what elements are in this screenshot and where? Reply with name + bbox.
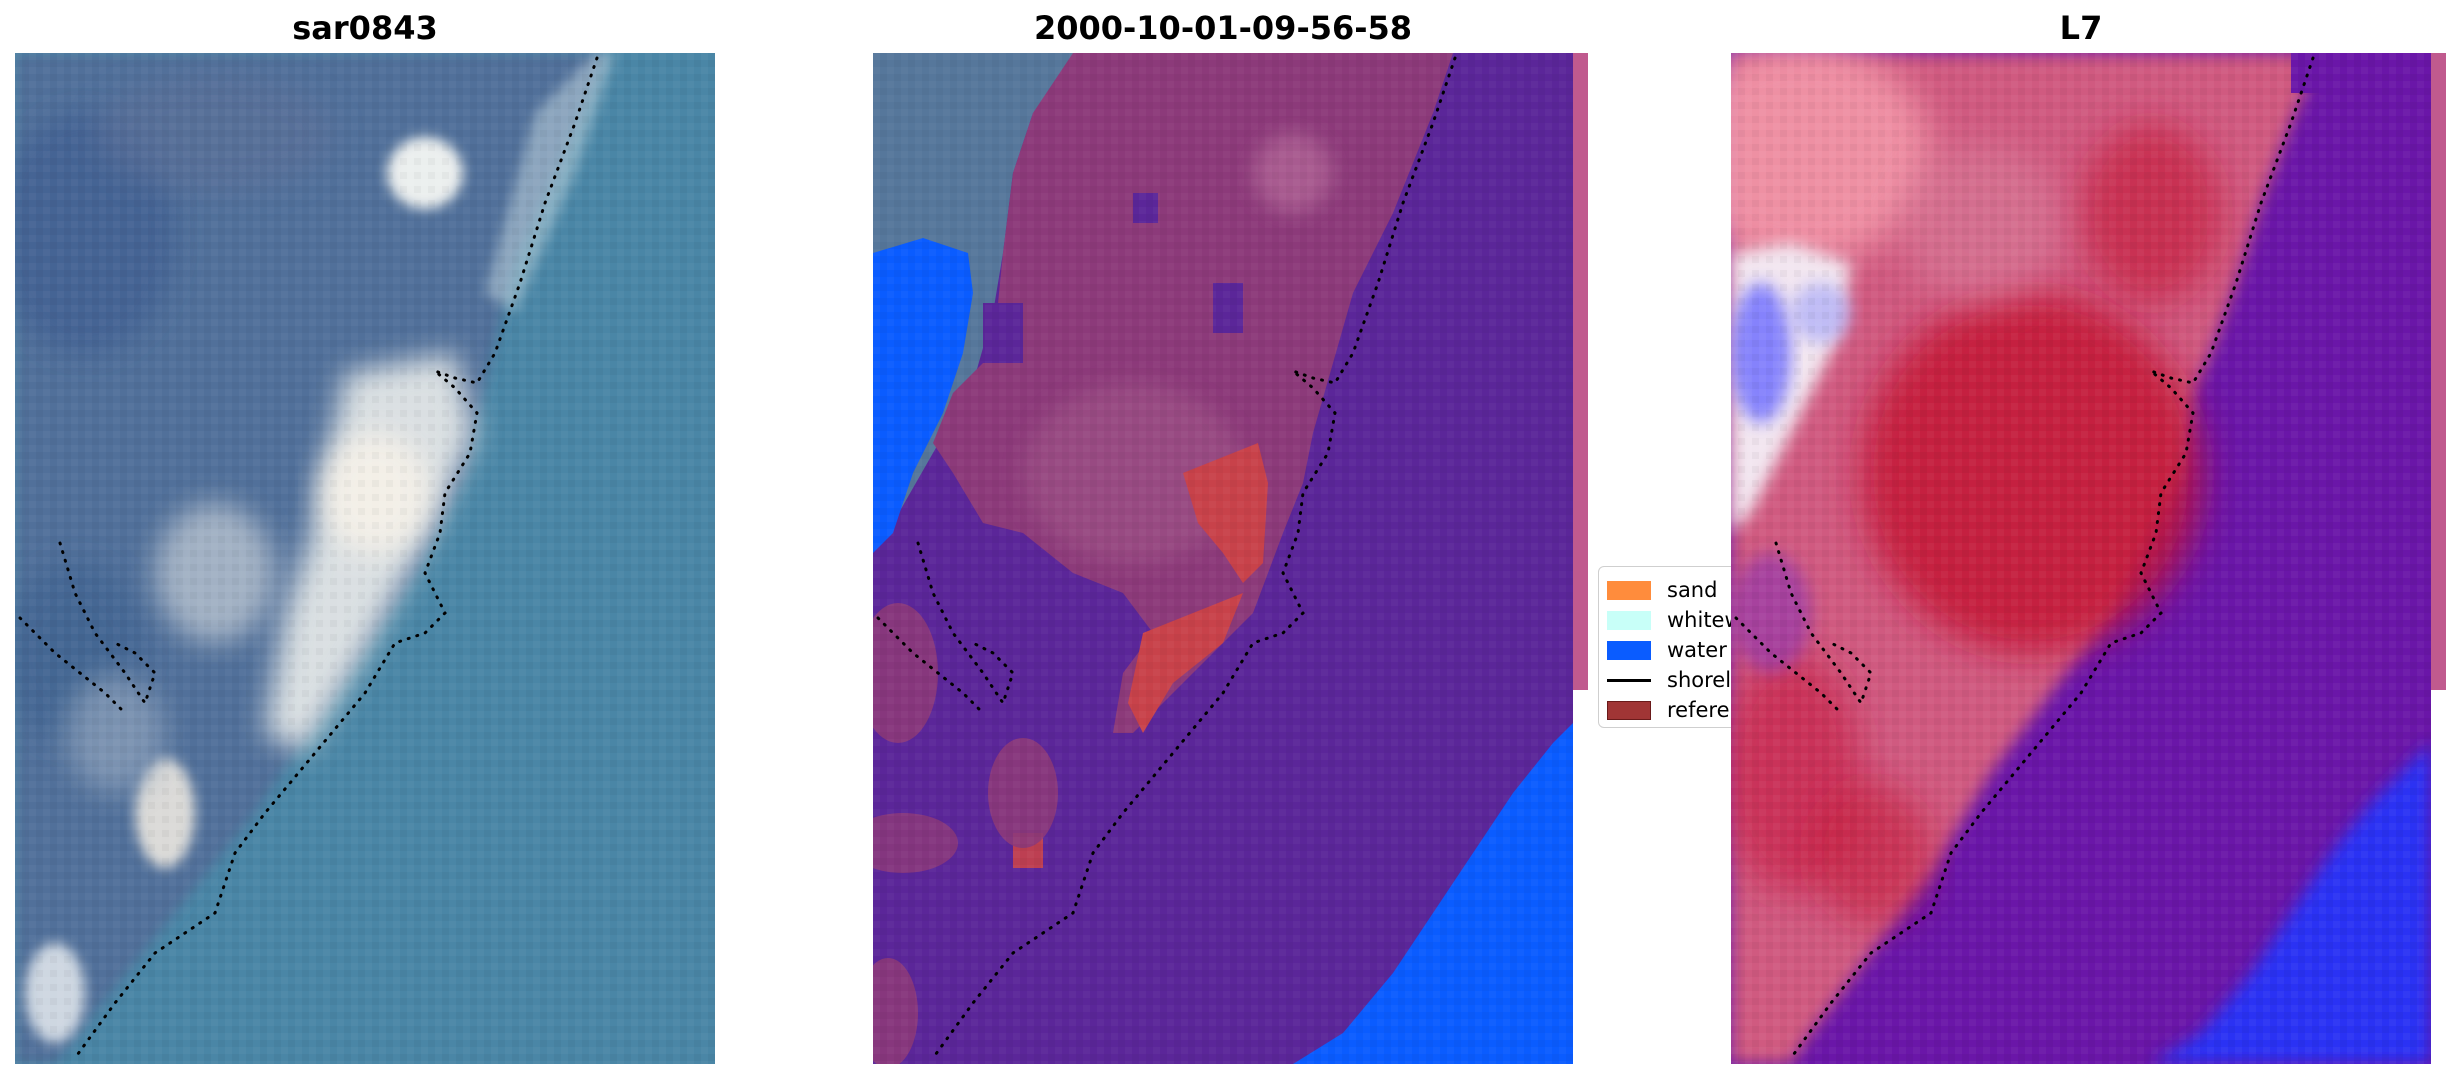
rgb-image-panel: [15, 53, 715, 1064]
legend-swatch-water: [1607, 640, 1651, 660]
classification-panel: [873, 53, 1573, 1064]
index-panel: [1731, 53, 2431, 1064]
legend-label-sand: sand: [1667, 578, 1718, 602]
colorbar-strip: [2431, 53, 2446, 690]
shoreline: [1789, 56, 2315, 1060]
legend-swatch-whitewater: [1607, 610, 1651, 630]
legend-line-shoreline: [1607, 678, 1651, 682]
shoreline: [931, 56, 1457, 1060]
legend-item-water: water: [1607, 635, 1757, 665]
shoreline: [73, 56, 599, 1060]
classification-image: [873, 53, 1573, 1064]
index-image: [1731, 53, 2431, 1064]
legend-item-sand: sand: [1607, 575, 1757, 605]
legend-swatch-reference: [1607, 700, 1651, 720]
panel-title-rgb: sar0843: [292, 9, 438, 47]
legend-label-water: water: [1667, 638, 1727, 662]
panel-title-classification: 2000-10-01-09-56-58: [1033, 9, 1413, 47]
colorbar-strip: [1573, 53, 1588, 690]
rgb-image: [15, 53, 715, 1064]
legend-swatch-sand: [1607, 580, 1651, 600]
panel-title-index: L7: [2059, 9, 2103, 47]
